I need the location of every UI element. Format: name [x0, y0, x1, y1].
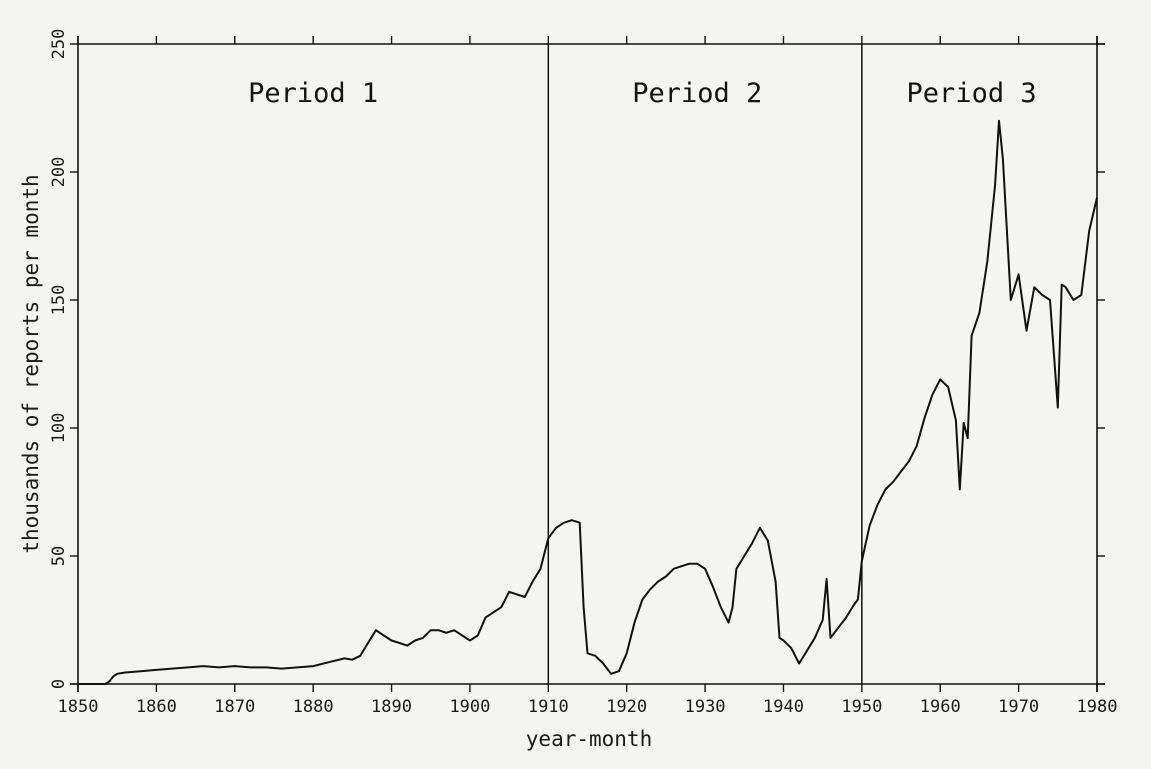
period-label: Period 3: [907, 78, 1037, 109]
y-tick-label: 250: [49, 29, 69, 60]
x-tick-label: 1900: [449, 697, 490, 717]
x-tick-label: 1970: [998, 697, 1039, 717]
y-tick-label: 150: [49, 285, 69, 316]
x-tick-label: 1890: [371, 697, 412, 717]
period-label: Period 1: [248, 78, 378, 109]
series-line: [78, 119, 1098, 685]
x-tick-label: 1940: [763, 697, 804, 717]
y-axis: 0 50 100 150 200 250: [49, 29, 1105, 689]
plot-frame: [70, 36, 1105, 692]
y-axis-title: thousands of reports per month: [19, 174, 43, 553]
x-tick-label: 1980: [1077, 697, 1118, 717]
x-axis-title: year-month: [526, 727, 652, 751]
x-tick-label: 1850: [58, 697, 99, 717]
x-tick-label: 1920: [606, 697, 647, 717]
period-label: Period 2: [632, 78, 762, 109]
x-tick-label: 1860: [136, 697, 177, 717]
x-tick-label: 1870: [214, 697, 255, 717]
x-tick-label: 1930: [685, 697, 726, 717]
y-tick-label: 0: [49, 679, 69, 689]
series-group: [78, 119, 1098, 685]
x-tick-label: 1950: [841, 697, 882, 717]
x-tick-label: 1960: [920, 697, 961, 717]
period-dividers: [547, 44, 863, 684]
y-tick-label: 200: [49, 157, 69, 188]
x-tick-label: 1880: [293, 697, 334, 717]
y-tick-label: 50: [49, 546, 69, 566]
y-tick-label: 100: [49, 413, 69, 444]
x-tick-label: 1910: [528, 697, 569, 717]
period-annotations: Period 1 Period 2 Period 3: [248, 78, 1036, 109]
x-axis: 1850 1860 1870 1880 1890 1900 1910 1920 1930 1940…: [58, 36, 1118, 717]
